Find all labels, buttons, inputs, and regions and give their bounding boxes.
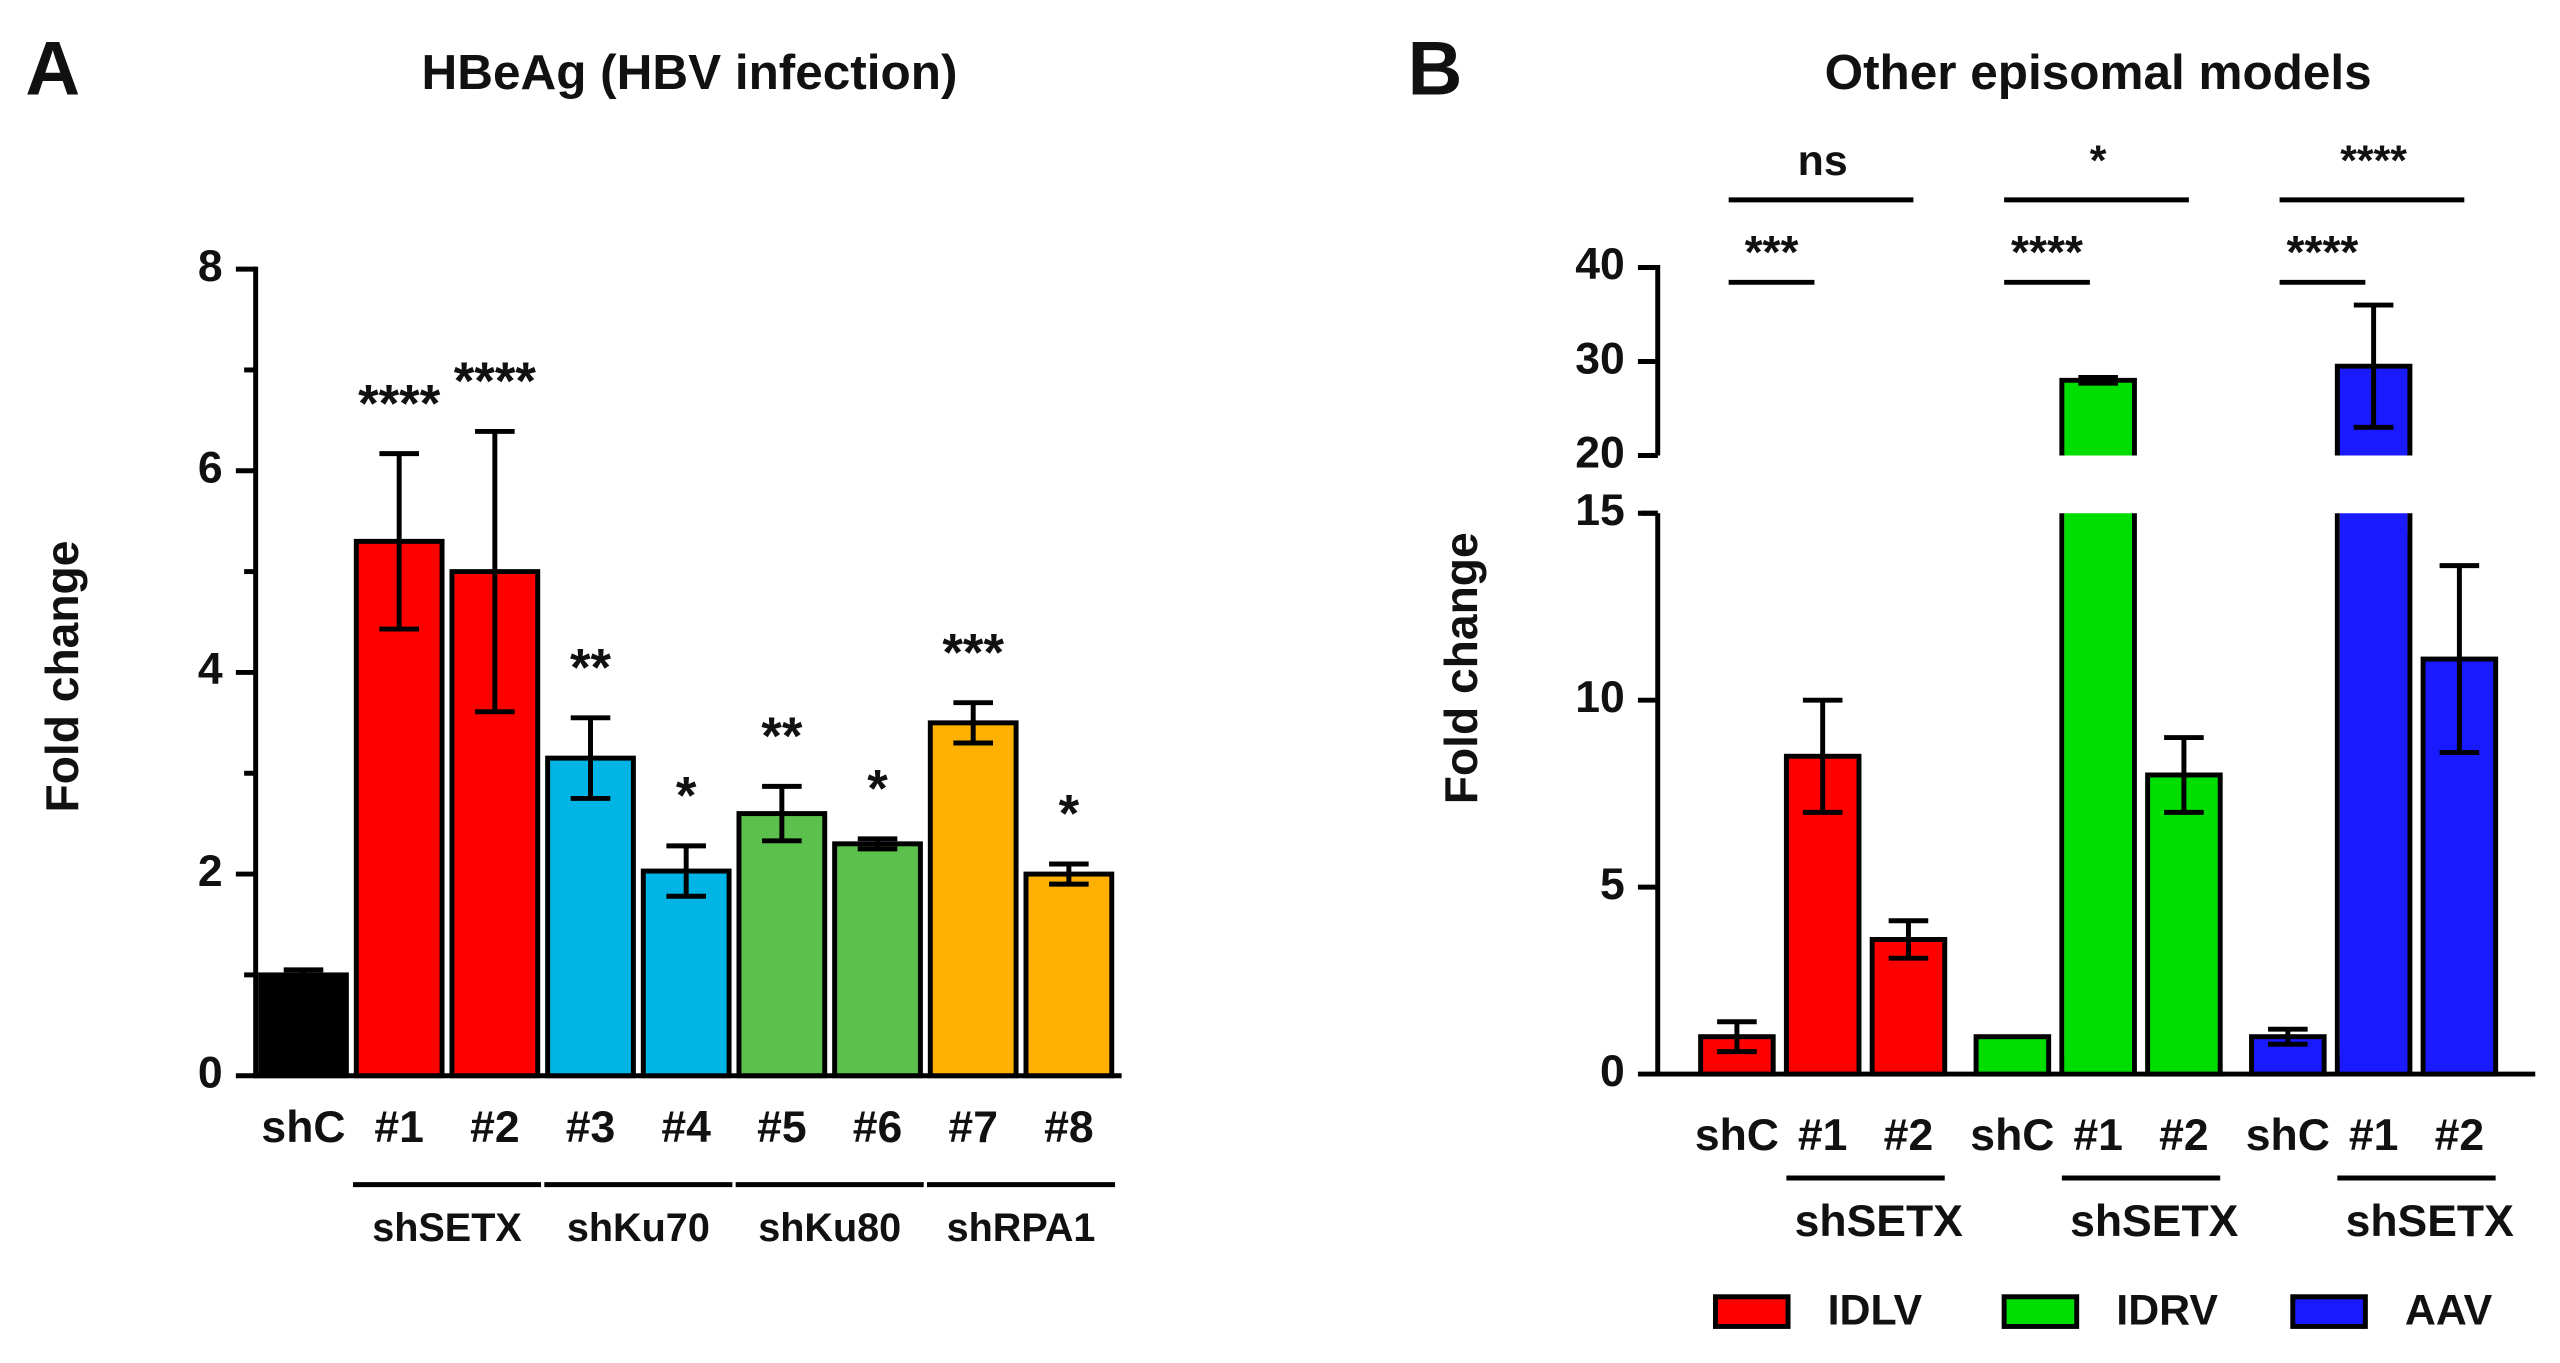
- error-bar: [762, 783, 802, 844]
- x-tick-label: #1: [374, 1103, 424, 1152]
- x-tick-label: shC: [1970, 1111, 2054, 1160]
- legend-swatch: [2290, 1294, 2368, 1329]
- x-tick-label: #2: [2435, 1111, 2485, 1160]
- panel-label: B: [1408, 27, 1463, 112]
- group-label: shSETX: [2346, 1197, 2515, 1246]
- bar: [258, 972, 349, 1079]
- error-bar: [1802, 697, 1843, 815]
- x-tick-label: #8: [1044, 1103, 1094, 1152]
- significance-label: ***: [942, 623, 1004, 682]
- error-bar: [2078, 375, 2118, 386]
- y-tick-label: 4: [198, 645, 223, 694]
- significance-label: *: [1059, 785, 1080, 844]
- x-tick-label: #1: [2349, 1111, 2399, 1160]
- y-axis-label: Fold change: [36, 541, 88, 813]
- significance-label: ****: [454, 352, 537, 411]
- group-label: shSETX: [2070, 1197, 2239, 1246]
- y-tick-label: 6: [198, 444, 223, 493]
- legend-label: IDRV: [2116, 1287, 2218, 1335]
- error-bar: [1888, 918, 1929, 961]
- y-tick-label: 8: [198, 242, 223, 291]
- y-axis-label: Fold change: [1435, 532, 1487, 804]
- bar: [640, 868, 732, 1079]
- group-label: shRPA1: [947, 1206, 1096, 1250]
- error-bar: [570, 715, 611, 801]
- error-bar: [666, 843, 706, 899]
- bar-lower-fill: [2064, 513, 2132, 1072]
- significance-label: ns: [1798, 137, 1848, 185]
- x-tick-label: #4: [661, 1103, 711, 1152]
- significance-label: ****: [358, 374, 441, 433]
- x-tick-label: #5: [757, 1103, 807, 1152]
- error-bar: [2353, 302, 2394, 430]
- error-bar: [2439, 563, 2480, 756]
- bar: [1023, 871, 1115, 1079]
- significance-label: ****: [2011, 226, 2083, 278]
- bar: [449, 569, 541, 1079]
- error-bar: [857, 836, 898, 852]
- x-tick-label: shC: [1695, 1111, 1779, 1160]
- x-tick-label: #2: [2159, 1111, 2209, 1160]
- y-tick-label: 0: [1600, 1047, 1625, 1096]
- bar: [927, 720, 1019, 1079]
- bar: [832, 841, 923, 1079]
- x-tick-label: #2: [470, 1103, 520, 1152]
- bar: [2145, 772, 2223, 1077]
- x-tick-label: shC: [2246, 1111, 2330, 1160]
- x-tick-label: #2: [1884, 1111, 1934, 1160]
- chart-title: HBeAg (HBV infection): [422, 45, 958, 100]
- y-tick-label: 15: [1575, 486, 1625, 535]
- group-label: shKu80: [758, 1206, 901, 1250]
- legend-swatch: [1712, 1294, 1791, 1329]
- group-label: shKu70: [567, 1206, 710, 1250]
- bar-lower-fill: [2339, 513, 2408, 1072]
- significance-label: *: [2090, 137, 2107, 185]
- bar-upper: [2059, 377, 2137, 456]
- significance-label: **: [761, 707, 803, 766]
- y-tick-label: 0: [198, 1048, 223, 1097]
- error-bar: [2164, 735, 2204, 815]
- chart-title: Other episomal models: [1825, 45, 2372, 100]
- legend-label: IDLV: [1828, 1287, 1923, 1335]
- x-tick-label: shC: [261, 1103, 345, 1152]
- panel-label: A: [25, 27, 80, 112]
- error-bar: [1049, 861, 1089, 887]
- bar: [545, 755, 636, 1079]
- error-bar: [283, 967, 324, 983]
- y-tick-label: 2: [198, 847, 223, 896]
- legend-swatch: [2001, 1294, 2080, 1329]
- y-tick-label: 5: [1600, 860, 1625, 909]
- error-bar: [953, 700, 993, 746]
- error-bar: [1717, 1019, 1757, 1055]
- y-tick-label: 30: [1575, 334, 1625, 383]
- x-tick-label: #3: [566, 1103, 616, 1152]
- bar: [353, 538, 445, 1079]
- group-label: shSETX: [372, 1206, 522, 1250]
- x-tick-label: #7: [948, 1103, 998, 1152]
- bar: [736, 811, 828, 1079]
- x-tick-label: #1: [1798, 1111, 1848, 1160]
- y-tick-label: 40: [1575, 240, 1625, 289]
- error-bar: [2268, 1026, 2308, 1047]
- error-bar: [379, 451, 419, 632]
- x-tick-label: #6: [853, 1103, 903, 1152]
- significance-label: ****: [2340, 137, 2407, 185]
- significance-label: *: [867, 760, 888, 819]
- bar: [1973, 1034, 2052, 1077]
- error-bar: [475, 428, 515, 715]
- significance-label: **: [570, 639, 612, 698]
- x-tick-label: #1: [2073, 1111, 2123, 1160]
- significance-label: *: [676, 767, 697, 826]
- y-tick-label: 20: [1575, 428, 1625, 477]
- legend-label: AAV: [2405, 1287, 2493, 1335]
- y-tick-label: 10: [1575, 673, 1625, 722]
- significance-label: ***: [1745, 226, 1799, 278]
- significance-label: ****: [2287, 226, 2359, 278]
- group-label: shSETX: [1795, 1197, 1964, 1246]
